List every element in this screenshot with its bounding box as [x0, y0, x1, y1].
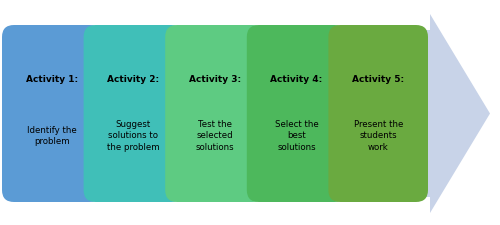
Polygon shape — [430, 15, 490, 213]
Text: Activity 5:: Activity 5: — [352, 74, 405, 83]
Text: Suggest
solutions to
the problem: Suggest solutions to the problem — [107, 119, 160, 151]
FancyBboxPatch shape — [247, 26, 346, 202]
Text: Activity 3:: Activity 3: — [189, 74, 241, 83]
FancyBboxPatch shape — [2, 26, 102, 202]
Text: Test the
selected
solutions: Test the selected solutions — [196, 119, 234, 151]
FancyBboxPatch shape — [84, 26, 183, 202]
Text: Present the
students
work: Present the students work — [354, 119, 403, 151]
Text: Activity 1:: Activity 1: — [26, 74, 78, 83]
FancyBboxPatch shape — [165, 26, 265, 202]
Text: Select the
best
solutions: Select the best solutions — [274, 119, 318, 151]
FancyBboxPatch shape — [10, 31, 430, 197]
Text: Activity 2:: Activity 2: — [108, 74, 160, 83]
Text: Activity 4:: Activity 4: — [270, 74, 322, 83]
FancyBboxPatch shape — [328, 26, 428, 202]
Text: Identify the
problem: Identify the problem — [27, 125, 76, 146]
